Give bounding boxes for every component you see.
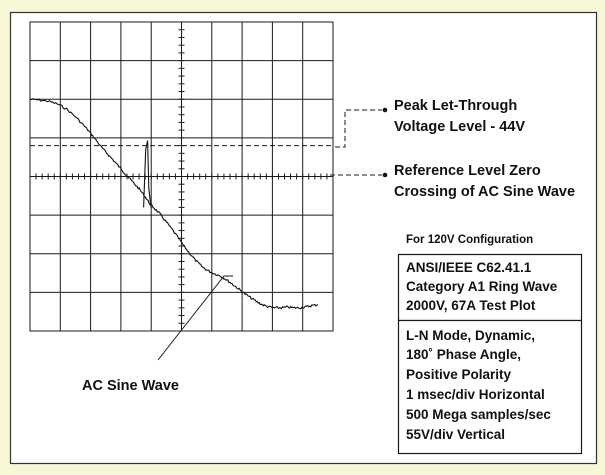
info-box-1-line: 2000V, 67A Test Plot xyxy=(406,298,536,313)
info-box-2 xyxy=(397,319,583,455)
info-box-2-line: Positive Polarity xyxy=(406,367,512,382)
peak-label-line1: Peak Let-Through xyxy=(394,98,517,114)
ac-sine-wave-trace xyxy=(29,98,319,310)
oscilloscope-plot xyxy=(29,21,334,332)
info-box-2-line: 1 msec/div Horizontal xyxy=(406,387,545,402)
center-axis-ticks xyxy=(29,21,334,332)
sine-wave-label: AC Sine Wave xyxy=(82,378,179,394)
peak-leader-line xyxy=(335,109,382,148)
info-box-2-line: 180˚ Phase Angle, xyxy=(406,347,521,362)
info-box-1-line: Category A1 Ring Wave xyxy=(406,279,558,294)
reference-label-line2: Crossing of AC Sine Wave xyxy=(394,184,575,200)
config-title: For 120V Configuration xyxy=(406,234,533,246)
reference-label-line1: Reference Level Zero xyxy=(394,163,541,179)
peak-leader-dot xyxy=(382,107,388,113)
reference-leader-dot xyxy=(382,172,388,178)
info-box-2-line: 500 Mega samples/sec xyxy=(406,407,551,422)
sine-leader-line xyxy=(157,275,233,361)
info-box-2-line: 55V/div Vertical xyxy=(406,427,505,442)
info-box-2-line: L-N Mode, Dynamic, xyxy=(406,328,535,343)
info-box-1-line: ANSI/IEEE C62.41.1 xyxy=(406,260,532,275)
info-box-1 xyxy=(397,253,583,322)
let-through-spike xyxy=(143,140,152,209)
peak-label-line2: Voltage Level - 44V xyxy=(394,119,525,135)
